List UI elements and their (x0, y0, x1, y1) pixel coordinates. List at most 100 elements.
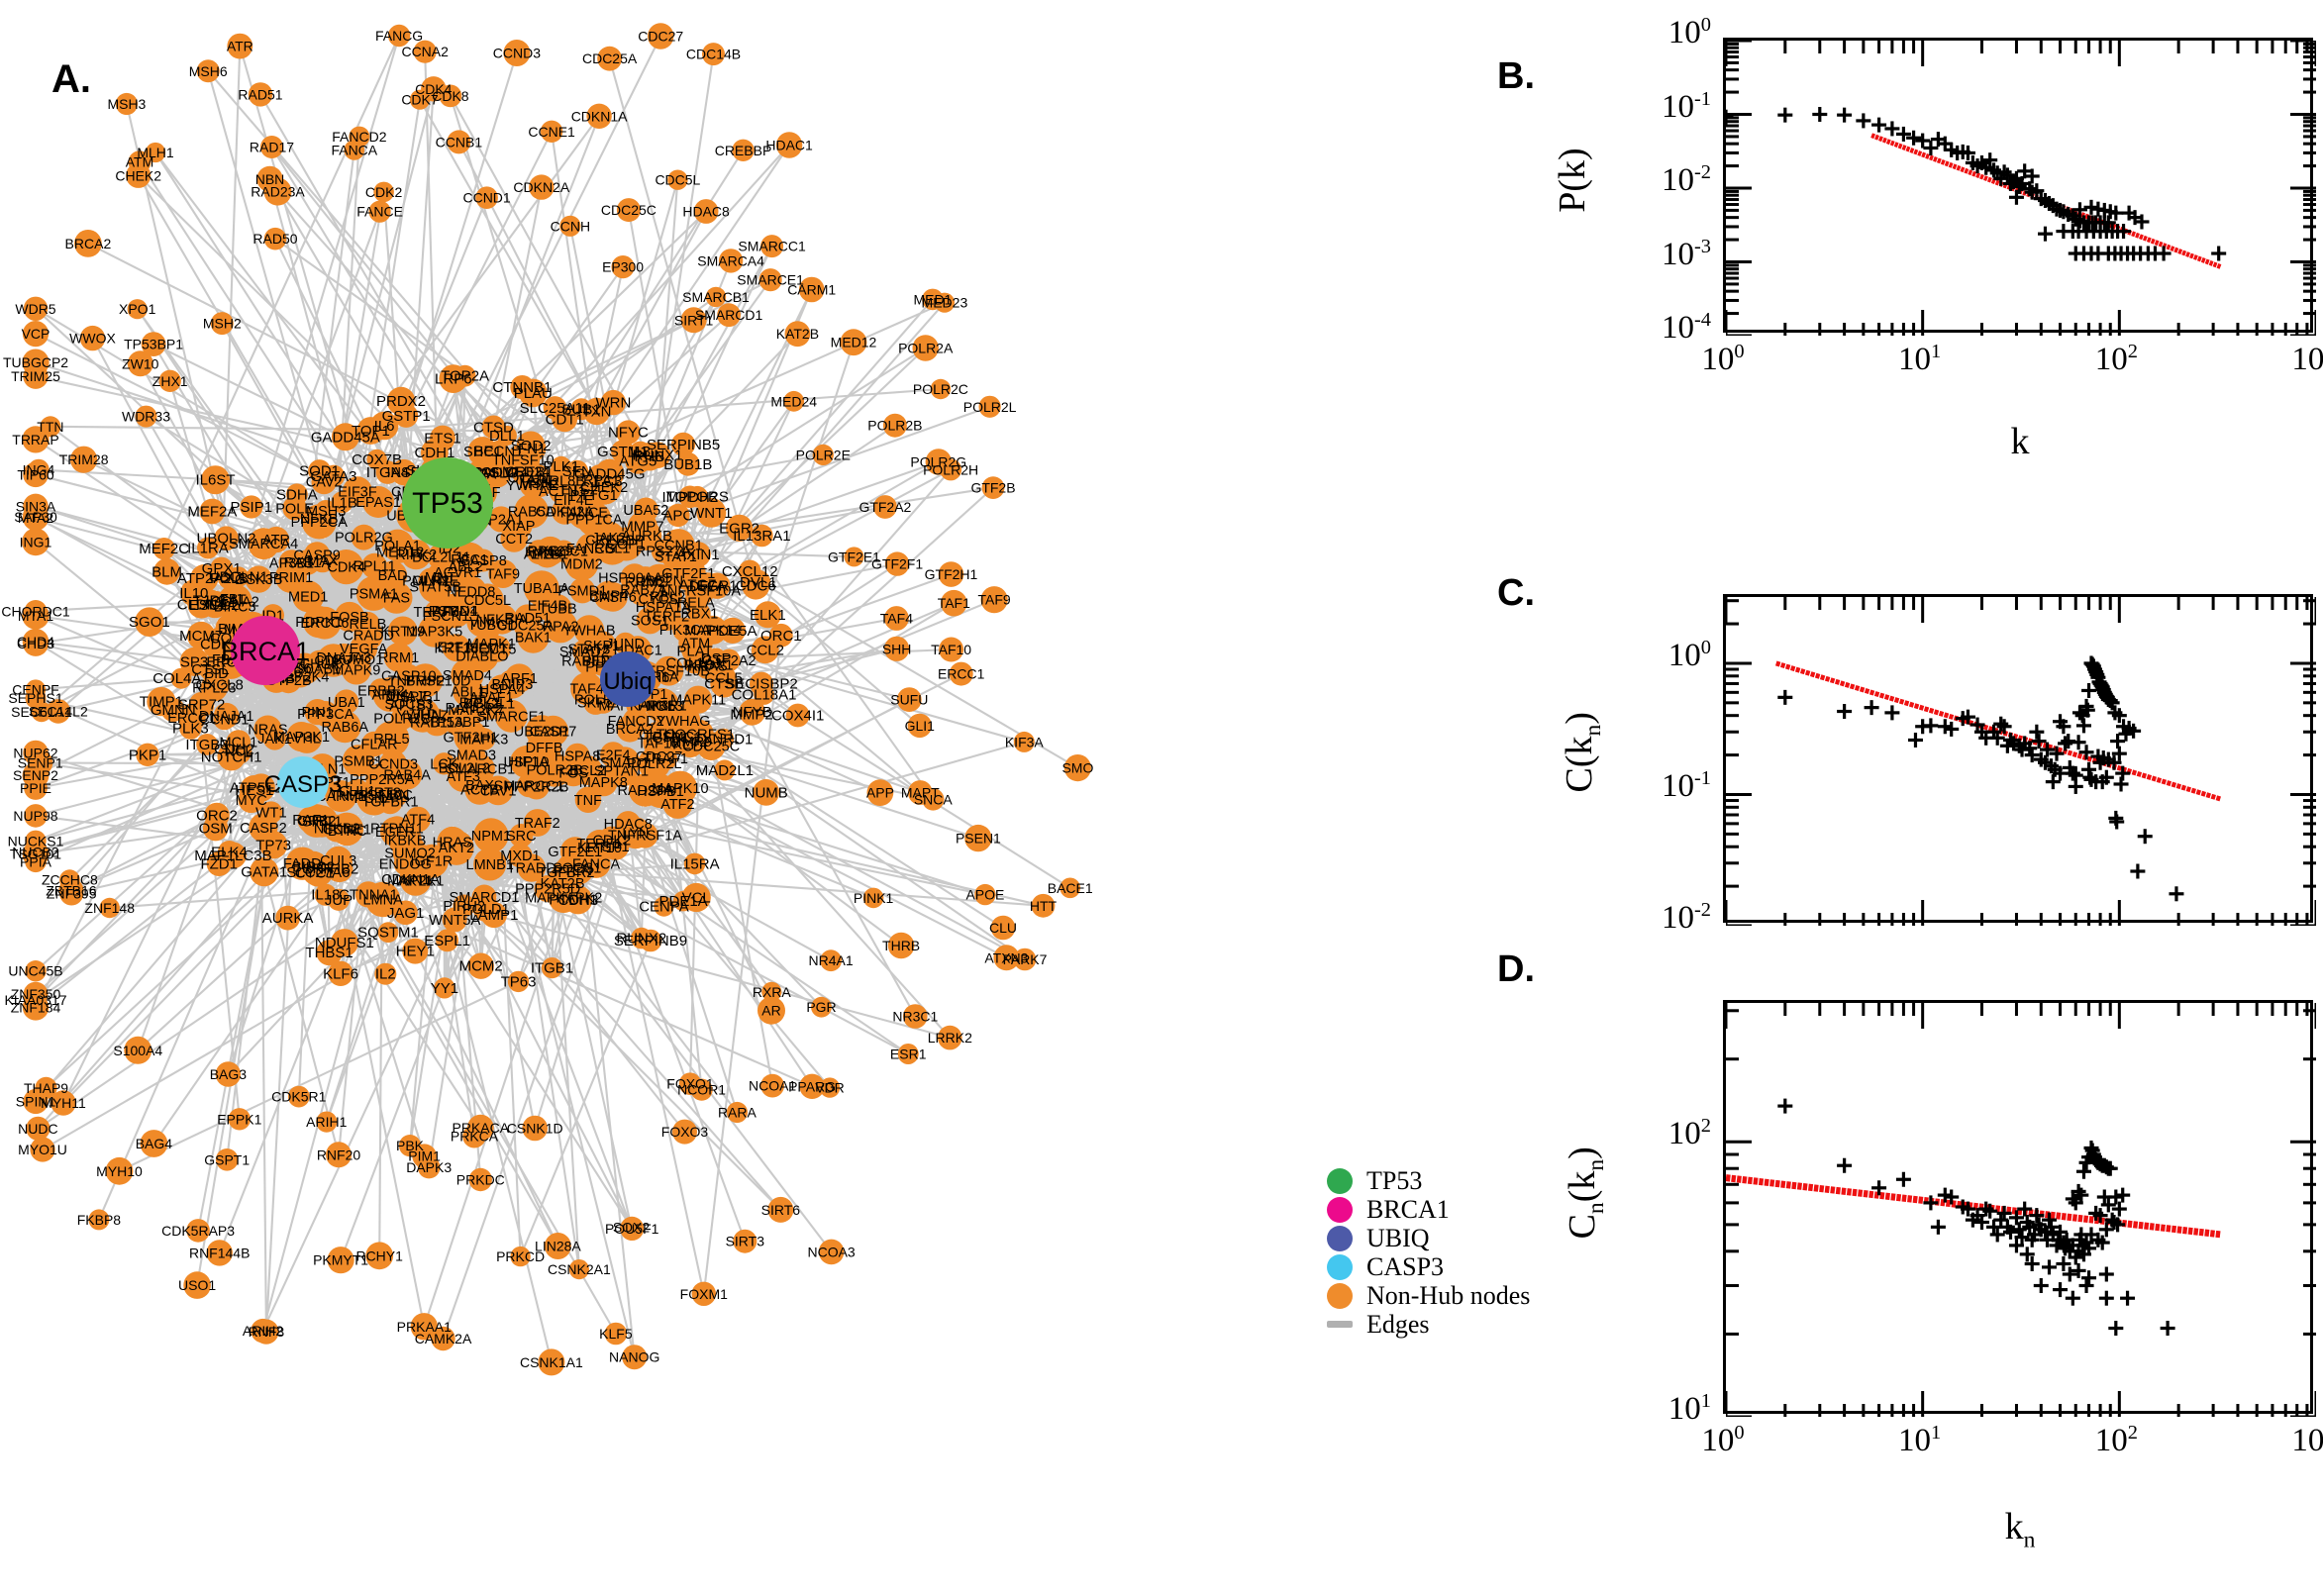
svg-text:ERCC1: ERCC1 (938, 666, 985, 682)
svg-text:MYH10: MYH10 (96, 1163, 143, 1179)
svg-text:TOPORS: TOPORS (666, 489, 729, 506)
frameD-canvas (1726, 1003, 2316, 1417)
svg-text:TXNRD1: TXNRD1 (693, 732, 753, 748)
svg-text:ORC2: ORC2 (196, 807, 238, 824)
svg-text:GTF2F1: GTF2F1 (871, 556, 923, 572)
svg-text:FOXO1: FOXO1 (666, 1076, 714, 1092)
svg-text:LC3: LC3 (595, 473, 623, 490)
svg-text:PSIP1: PSIP1 (231, 499, 273, 516)
svg-text:AURKA: AURKA (262, 910, 314, 927)
svg-text:WNT1: WNT1 (690, 505, 733, 522)
svg-text:HDAC1: HDAC1 (765, 138, 813, 153)
svg-text:MCM7: MCM7 (179, 628, 223, 645)
svg-text:SMARCD1: SMARCD1 (695, 307, 763, 323)
svg-text:IL6ST: IL6ST (195, 472, 235, 489)
svg-text:PTCH1: PTCH1 (549, 891, 597, 908)
svg-text:CCNE1: CCNE1 (528, 124, 575, 140)
svg-text:TUBGCP2: TUBGCP2 (3, 354, 68, 370)
svg-text:EGR2: EGR2 (719, 520, 759, 537)
svg-text:GSPT1: GSPT1 (204, 1151, 250, 1167)
svg-text:VCP: VCP (22, 326, 50, 342)
svg-text:ZHX1: ZHX1 (152, 373, 188, 389)
svg-text:RIPK2: RIPK2 (395, 548, 437, 563)
svg-text:EP300: EP300 (602, 259, 644, 275)
svg-text:AR: AR (761, 1003, 780, 1019)
network-hub-nodes[interactable]: TP53 BRCA1 Ubiq CASP3 (221, 457, 656, 808)
svg-text:CCNB1: CCNB1 (436, 134, 483, 150)
svg-text:RAB5A: RAB5A (508, 504, 556, 520)
node-swatch-icon (1327, 1167, 1353, 1194)
svg-text:ATR: ATR (227, 39, 253, 54)
edge-swatch-icon (1327, 1321, 1353, 1328)
svg-text:ZCCHC8: ZCCHC8 (42, 872, 98, 888)
svg-text:HSPA8: HSPA8 (555, 748, 600, 764)
svg-text:TAF9: TAF9 (977, 592, 1010, 608)
svg-text:APC: APC (662, 508, 693, 525)
svg-text:CASP7: CASP7 (530, 724, 577, 740)
svg-text:RUNX2: RUNX2 (616, 931, 666, 948)
svg-text:PINK1: PINK1 (854, 890, 894, 906)
svg-text:TTN: TTN (37, 419, 63, 435)
svg-text:CAMK2A: CAMK2A (415, 1331, 472, 1347)
svg-text:NBN: NBN (255, 171, 285, 187)
svg-text:POLR2H: POLR2H (923, 461, 978, 477)
svg-text:ESR1: ESR1 (890, 1047, 927, 1062)
legend-item-label: Edges (1366, 1309, 1430, 1339)
svg-text:NUMB: NUMB (745, 784, 788, 801)
svg-text:CENPF: CENPF (12, 682, 58, 698)
frameB-xtick-label: 102 (2094, 341, 2138, 377)
svg-text:IL15RA: IL15RA (670, 855, 720, 872)
svg-text:TRIM28: TRIM28 (59, 451, 109, 467)
svg-text:CDK5R1: CDK5R1 (271, 1089, 326, 1105)
svg-text:SMAD3: SMAD3 (447, 748, 496, 764)
svg-text:HDAC8: HDAC8 (682, 204, 730, 220)
node-swatch-icon (1327, 1196, 1353, 1223)
svg-text:VDR: VDR (815, 1080, 845, 1096)
svg-text:MSH2: MSH2 (203, 316, 242, 332)
svg-text:APOE: APOE (965, 887, 1004, 903)
svg-text:MED1: MED1 (288, 589, 328, 605)
svg-text:SQSTM1: SQSTM1 (357, 925, 419, 942)
protein-interaction-network: TP53BP1BRCA2ATMCHEK2MLH1MSH2MSH3MSH6RAD5… (1, 23, 1093, 1376)
svg-text:HSPA4: HSPA4 (479, 682, 525, 698)
svg-text:BACE1: BACE1 (1048, 880, 1093, 896)
svg-text:ZNF148: ZNF148 (84, 900, 135, 916)
frameB-ytick-label: 10-3 (1661, 235, 1711, 272)
svg-text:ZNF350: ZNF350 (11, 986, 61, 1002)
svg-text:SMARCC1: SMARCC1 (738, 239, 806, 254)
svg-text:COX4I1: COX4I1 (771, 708, 824, 725)
svg-text:NR3C1: NR3C1 (892, 1009, 938, 1025)
svg-text:SFN: SFN (562, 463, 592, 480)
svg-text:BECN1: BECN1 (473, 444, 523, 460)
panel-c-ylabel: C(kn) (1559, 712, 1606, 793)
network-nodes[interactable] (22, 23, 1091, 1376)
svg-text:PLK3: PLK3 (172, 721, 209, 738)
svg-text:NPM1: NPM1 (471, 829, 511, 845)
frameC-ytick-label: 100 (1667, 636, 1711, 673)
svg-text:TAF10: TAF10 (931, 642, 971, 657)
svg-text:DLL1: DLL1 (489, 428, 525, 445)
legend-item-edges: Edges (1327, 1310, 1594, 1339)
svg-text:TRIM25: TRIM25 (11, 368, 60, 384)
svg-text:AURKB: AURKB (621, 528, 672, 545)
svg-text:RAB4A: RAB4A (383, 767, 431, 783)
svg-text:POLR2B: POLR2B (867, 418, 922, 434)
svg-text:SIRT6: SIRT6 (761, 1202, 801, 1218)
svg-text:HSPB1: HSPB1 (637, 784, 684, 800)
svg-text:AP2B1: AP2B1 (524, 547, 568, 562)
svg-text:NFYB: NFYB (733, 704, 772, 721)
svg-text:ZW10: ZW10 (122, 355, 159, 371)
svg-text:CTSB: CTSB (704, 676, 744, 693)
svg-text:GTF2H1: GTF2H1 (925, 566, 978, 582)
svg-text:POLR2C: POLR2C (913, 381, 968, 397)
svg-text:CDC27: CDC27 (638, 29, 683, 45)
svg-text:PBK: PBK (396, 1138, 425, 1153)
svg-text:NR4A1: NR4A1 (809, 952, 854, 968)
svg-text:WNT5A: WNT5A (429, 912, 481, 929)
svg-text:CCL2: CCL2 (747, 642, 784, 658)
svg-text:RPL11: RPL11 (353, 559, 395, 575)
svg-text:PARK7: PARK7 (1003, 951, 1048, 967)
svg-text:ITGB1: ITGB1 (531, 960, 573, 977)
svg-text:DVL1: DVL1 (740, 574, 777, 591)
svg-text:HTT: HTT (1030, 898, 1058, 914)
